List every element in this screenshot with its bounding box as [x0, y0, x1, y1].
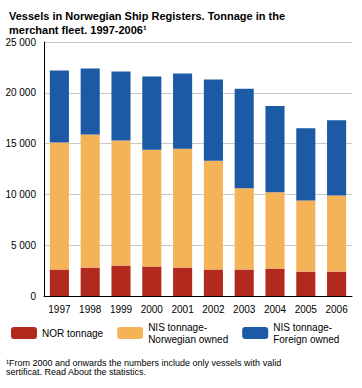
svg-text:¹From 2000 and onwards the num: ¹From 2000 and onwards the numbers inclu… [6, 357, 284, 368]
svg-text:2002: 2002 [202, 304, 225, 315]
svg-text:2006: 2006 [325, 304, 348, 315]
svg-text:sertificat. Read About the sta: sertificat. Read About the statistics. [6, 367, 146, 377]
svg-text:NIS tonnage-: NIS tonnage- [148, 322, 207, 333]
svg-text:1997: 1997 [48, 304, 71, 315]
svg-text:NOR tonnage: NOR tonnage [42, 328, 104, 339]
svg-text:1999: 1999 [110, 304, 133, 315]
svg-text:2004: 2004 [264, 304, 287, 315]
svg-text:25 000: 25 000 [5, 37, 36, 48]
svg-text:1998: 1998 [79, 304, 102, 315]
svg-text:NIS tonnage-: NIS tonnage- [273, 322, 332, 333]
svg-text:10 000: 10 000 [5, 189, 36, 200]
svg-text:Norwegian owned: Norwegian owned [148, 334, 228, 345]
svg-text:2001: 2001 [171, 304, 194, 315]
svg-text:2005: 2005 [295, 304, 318, 315]
svg-text:merchant fleet. 1997-2006¹: merchant fleet. 1997-2006¹ [9, 24, 147, 36]
svg-text:5 000: 5 000 [11, 240, 36, 251]
svg-text:Vessels in Norwegian Ship Regi: Vessels in Norwegian Ship Registers. Ton… [9, 10, 288, 22]
svg-text:Foreign owned: Foreign owned [273, 334, 339, 345]
svg-text:0: 0 [30, 291, 36, 302]
svg-text:2000: 2000 [141, 304, 164, 315]
svg-text:2003: 2003 [233, 304, 256, 315]
svg-text:15 000: 15 000 [5, 138, 36, 149]
svg-text:20 000: 20 000 [5, 87, 36, 98]
